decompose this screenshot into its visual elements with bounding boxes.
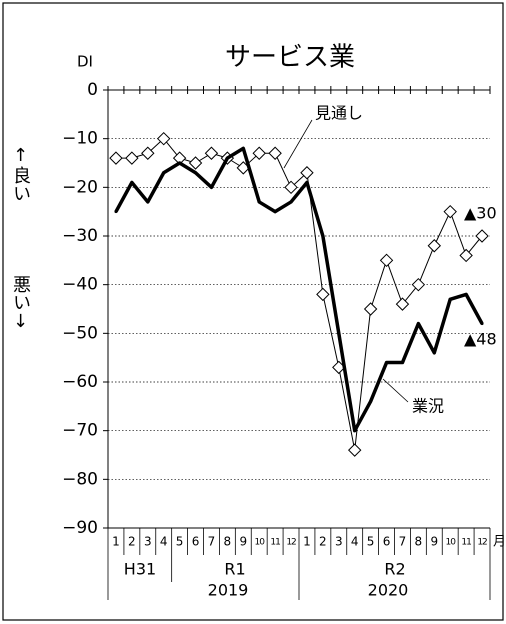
x-tick-label: 2 — [319, 535, 327, 549]
x-tick-label: 7 — [208, 535, 216, 549]
x-tick-label: 8 — [224, 535, 232, 549]
annotation: ▲48 — [464, 330, 497, 349]
marker — [395, 297, 410, 311]
y-tick-label: −50 — [62, 323, 98, 343]
x-tick-label: 6 — [192, 535, 200, 549]
marker — [109, 151, 123, 165]
y-tick-label: −60 — [62, 372, 98, 392]
x-tick-label: 10 — [254, 538, 265, 548]
point — [257, 200, 261, 204]
leader — [382, 378, 409, 403]
x-tick-label: 12 — [286, 538, 296, 548]
x-tick-label: 1 — [303, 535, 311, 549]
marker — [300, 166, 314, 180]
x-tick-label: 10 — [445, 538, 456, 548]
year-label: 2019 — [208, 581, 249, 600]
x-tick-label: 11 — [461, 538, 471, 548]
marker — [316, 287, 330, 302]
point — [209, 185, 213, 189]
x-tick-label: 11 — [270, 538, 280, 548]
x-tick-label: 12 — [477, 538, 487, 548]
point — [432, 351, 436, 355]
series-label: 業況 — [412, 397, 444, 416]
x-tick-label: 7 — [399, 535, 407, 549]
annotation: ▲30 — [464, 204, 497, 223]
x-tick-label: 5 — [176, 535, 184, 549]
marker — [157, 131, 171, 146]
marker — [459, 248, 473, 263]
point — [305, 180, 309, 184]
point — [178, 161, 182, 165]
point — [448, 297, 452, 301]
series-line — [114, 146, 484, 433]
series-label: 見通し — [315, 104, 363, 123]
marker — [363, 302, 378, 316]
y-tick-label: −30 — [62, 226, 98, 246]
marker — [252, 146, 266, 160]
y-tick-label: −10 — [62, 129, 98, 149]
era-label: H31 — [124, 560, 156, 579]
y-tick-label: −80 — [62, 469, 98, 489]
y-tick-label: −90 — [62, 518, 98, 538]
y-tick-label: −40 — [62, 275, 98, 295]
point — [464, 292, 468, 296]
leader — [283, 119, 313, 169]
x-tick-label: 4 — [160, 535, 168, 549]
x-tick-label: 1 — [112, 535, 120, 549]
point — [289, 200, 293, 204]
point — [385, 361, 389, 365]
point — [130, 180, 134, 184]
point — [273, 210, 277, 214]
x-tick-label: 3 — [335, 535, 343, 549]
point — [416, 322, 420, 326]
x-tick-label: 9 — [239, 535, 247, 549]
point — [114, 210, 118, 214]
point — [480, 322, 484, 326]
marker — [125, 151, 139, 165]
marker — [379, 253, 394, 268]
point — [353, 429, 357, 433]
point — [369, 399, 373, 403]
point — [400, 361, 404, 365]
y-tick-label: −70 — [62, 421, 98, 441]
era-label: R2 — [384, 560, 405, 579]
era-label: R1 — [224, 560, 245, 579]
bad-label: 悪い↓ — [10, 275, 31, 332]
point — [162, 171, 166, 175]
x-tick-label: 6 — [383, 535, 391, 549]
marker — [284, 180, 298, 195]
point — [225, 156, 229, 160]
marker — [188, 156, 203, 170]
marker — [268, 146, 282, 160]
point — [337, 331, 341, 335]
x-tick-label: 3 — [144, 535, 152, 549]
marker — [204, 146, 219, 160]
point — [241, 146, 245, 150]
year-label: 2020 — [368, 581, 409, 600]
x-unit: 月 — [493, 535, 506, 550]
y-tick-label: 0 — [87, 80, 98, 100]
marker — [348, 443, 362, 457]
point — [321, 234, 325, 238]
good-label: ↑良い — [10, 145, 31, 202]
y-axis-label: DI — [77, 53, 93, 71]
x-tick-label: 2 — [128, 535, 136, 549]
x-tick-label: 5 — [367, 535, 375, 549]
point — [146, 200, 150, 204]
x-tick-label: 9 — [430, 535, 438, 549]
point — [194, 171, 198, 175]
chart-title: サービス業 — [225, 43, 355, 73]
marker — [427, 239, 441, 253]
x-tick-label: 8 — [415, 535, 423, 549]
marker — [141, 146, 155, 160]
x-tick-label: 4 — [351, 535, 359, 549]
marker — [443, 204, 457, 219]
y-tick-label: −20 — [62, 177, 98, 197]
marker — [475, 229, 489, 243]
marker — [411, 277, 426, 292]
